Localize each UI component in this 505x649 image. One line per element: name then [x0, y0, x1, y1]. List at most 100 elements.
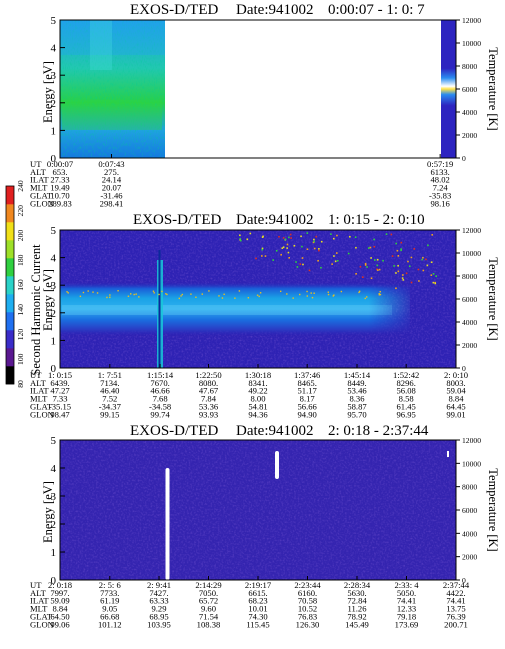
panel-2-count-dot	[300, 235, 302, 238]
panel-1-ytick-label: 2	[51, 98, 57, 110]
colorbar-tick-label: 80	[16, 380, 25, 388]
panel-2-count-dot	[264, 255, 267, 257]
panel-2-count-dot	[334, 260, 337, 263]
panel-2-count-dot	[400, 249, 402, 252]
panel-3-eph-value: 108.38	[197, 619, 221, 629]
panel-2-eph-value: 59.04	[446, 386, 466, 396]
panel-2-count-dot	[315, 235, 318, 238]
panel-2-eph-value: 8003.	[446, 378, 465, 388]
panel-2-count-dot	[393, 265, 395, 267]
panel-2-eph-value: 99.01	[446, 409, 465, 419]
panel-2-eph-value: -35.15	[49, 401, 71, 411]
panel-2-eph-value: 8296.	[397, 378, 416, 388]
panel-2-count-dot	[333, 294, 335, 296]
panel-2-count-dot	[370, 257, 372, 259]
panel-2-count-dot	[239, 238, 241, 240]
panel-1-eph-value: 48.02	[430, 175, 449, 185]
panel-2-eph-value: 54.81	[248, 401, 267, 411]
panel-2-count-dot	[336, 259, 339, 262]
panel-1-plot-area	[59, 19, 457, 159]
panel-1-ytick-label: 0	[51, 153, 57, 165]
panel-2-count-dot	[333, 255, 335, 257]
panel-3-eph-value: 76.39	[446, 611, 465, 621]
colorbar-tick-label: 220	[16, 205, 25, 217]
panel-2-count-dot	[284, 238, 287, 241]
panel-2-count-dot	[378, 294, 381, 296]
panel-2-count-dot	[434, 281, 436, 284]
panel-3-ytick-label: 2	[51, 519, 57, 531]
panel-2-eph-value: 8.58	[399, 394, 414, 404]
panel-2-eph-value: 8080.	[199, 378, 218, 388]
colorbar-tick-label: 120	[16, 329, 25, 341]
panel-3-eph-value: 2:33: 4	[394, 580, 419, 590]
panel-3-eph-value: 2:19:17	[245, 580, 272, 590]
panel-2-count-dot	[109, 296, 111, 299]
panel-2-count-dot	[249, 232, 252, 235]
panel-3-eph-value: 7427.	[149, 588, 168, 598]
panel-3-eph-label: UT	[30, 580, 42, 590]
panel-2-count-dot	[295, 261, 297, 263]
panel-2-eph-value: 1:37:46	[294, 370, 321, 380]
panel-3-eph-value: 9.60	[201, 604, 216, 614]
panel-2-count-dot	[130, 293, 132, 295]
panel-1-eph-value: 20.07	[102, 183, 122, 193]
panel-1-eph-value: -35.83	[429, 190, 451, 200]
panel-2-count-dot	[247, 297, 250, 299]
panel-2-count-dot	[336, 234, 338, 237]
panel-3-eph-value: 99.06	[50, 619, 70, 629]
panel-2-count-dot	[320, 240, 323, 243]
panel-2-eph-label: ALT	[30, 378, 47, 388]
panel-3-eph-value: 2:14:29	[195, 580, 221, 590]
panel-3-eph-label: MLT	[30, 604, 48, 614]
panel-1-time-range: 0:00:07 - 1: 0: 7	[328, 2, 425, 18]
panel-1-right-tick-label: 2000	[462, 131, 477, 140]
panel-2-count-dot	[379, 293, 382, 296]
panel-1-right-tick-label: 4000	[462, 108, 477, 117]
colorbar-tick-label: 100	[16, 353, 25, 365]
colorbar-cell	[6, 312, 14, 331]
panel-3-eph-value: 6615.	[248, 588, 267, 598]
panel-2-eph-value: 7.33	[52, 394, 67, 404]
panel-2-ylabel: Energy [eV]	[41, 269, 55, 331]
panel-2-ytick-label: 0	[51, 363, 57, 375]
panel-2-count-dot	[396, 249, 399, 252]
panel-2-count-dot	[117, 290, 119, 292]
panel-2-count-dot	[318, 248, 320, 250]
panel-2-eph-value: 7670.	[150, 378, 169, 388]
panel-2-count-dot	[278, 235, 280, 238]
panel-1-eph-value: 19.49	[50, 183, 69, 193]
panel-2-count-dot	[258, 295, 260, 298]
panel-2-count-dot	[335, 252, 338, 254]
panel-1-right-tick-label: 6000	[462, 85, 477, 94]
panel-2-count-dot	[161, 290, 163, 293]
panel-2-count-dot	[166, 293, 168, 296]
panel-2-count-dot	[422, 269, 425, 272]
panel-2-count-dot	[272, 259, 274, 261]
panel-1-eph-value: 298.41	[100, 198, 124, 208]
panel-2-eph-value: 56.08	[397, 386, 416, 396]
panel-3-eph-value: 11.26	[347, 604, 367, 614]
panel-2-count-dot	[87, 290, 89, 292]
panel-2-count-dot	[330, 233, 332, 235]
panel-2-title: EXOS-D/TED	[133, 212, 221, 228]
panel-2-ytick-label: 1	[51, 335, 57, 347]
panel-3-eph-value: 7050.	[199, 588, 218, 598]
colorbar-ticks: 80 100 120 140 160 180 200 220 240	[16, 180, 25, 388]
panel-1-date: Date:941002	[236, 2, 313, 18]
panel-3-eph-label: GLAT	[30, 611, 53, 621]
panel-2-count-dot	[340, 290, 343, 293]
panel-2-count-dot	[410, 281, 413, 284]
panel-2-count-dot	[407, 260, 409, 263]
panel-3-eph-value: 10.52	[298, 604, 317, 614]
panel-2-count-dot	[238, 290, 241, 292]
panel-1-eph-value: 0:00:07	[47, 159, 74, 169]
panel-2-eph-value: 96.95	[397, 409, 416, 419]
colorbar-label: Second Harmonic Current	[29, 244, 43, 376]
panel-2-eph-value: 8341.	[248, 378, 267, 388]
panel-2-count-dot	[364, 262, 367, 265]
colorbar-tick-label: 240	[16, 180, 25, 192]
panel-3-right-tick-label: 4000	[462, 529, 477, 538]
panel-2-count-dot	[361, 276, 364, 278]
panel-2-count-dot	[106, 296, 108, 299]
